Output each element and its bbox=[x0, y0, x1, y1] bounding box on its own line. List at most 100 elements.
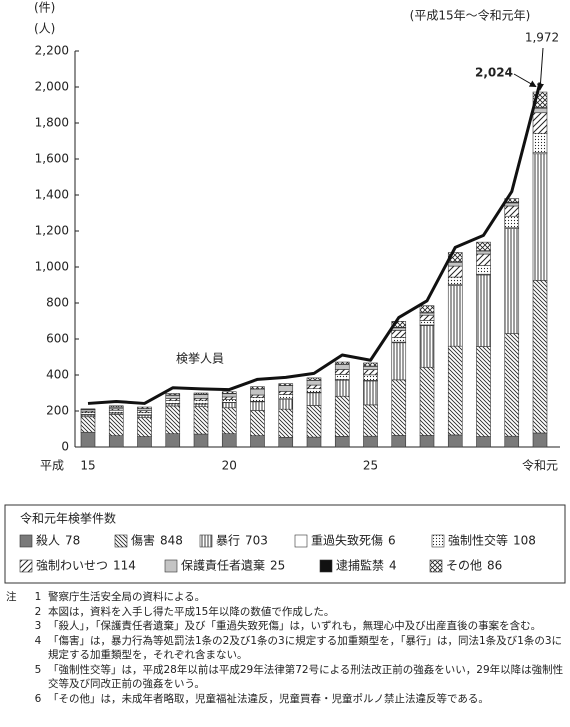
bar-segment bbox=[278, 394, 294, 400]
bar-segment bbox=[80, 416, 96, 433]
bar-segment bbox=[278, 398, 294, 410]
bar-segment bbox=[363, 362, 378, 367]
bar-segment bbox=[193, 406, 209, 435]
bar-segment bbox=[476, 346, 491, 437]
bar-segment bbox=[137, 411, 152, 416]
bar-segment bbox=[334, 364, 350, 370]
bar-segment bbox=[447, 265, 463, 278]
bar-segment bbox=[532, 112, 548, 134]
spacer bbox=[6, 692, 28, 707]
bar-segment bbox=[250, 397, 265, 402]
note: 2 本図は，資料を入手し得た平成15年以降の数値で作成した。 bbox=[6, 605, 564, 620]
legend-swatch bbox=[164, 559, 178, 573]
bar-segment bbox=[532, 153, 548, 281]
bar-segment bbox=[221, 407, 237, 434]
bar-segment bbox=[137, 417, 152, 437]
bar-segment bbox=[391, 321, 407, 328]
bar-segment bbox=[250, 410, 265, 436]
note-text: 本図は，資料を入手し得た平成15年以降の数値で作成した。 bbox=[48, 605, 335, 618]
bar-segment bbox=[108, 435, 124, 448]
unit-label: (人) bbox=[34, 22, 55, 36]
legend-value: 108 bbox=[513, 534, 536, 548]
legend-value: 703 bbox=[245, 534, 268, 548]
y-tick-label: 1,000 bbox=[35, 260, 69, 274]
legend-swatch bbox=[319, 559, 333, 573]
period-label: (平成15年〜令和元年) bbox=[410, 8, 531, 23]
bar-segment bbox=[165, 405, 181, 434]
bar-segment bbox=[391, 435, 407, 448]
line-value-label: 2,024 bbox=[475, 66, 513, 80]
notes-label: 注 bbox=[6, 591, 17, 603]
y-tick-label: 1,200 bbox=[35, 224, 69, 238]
bar-segment bbox=[504, 205, 520, 217]
bar-segment bbox=[137, 406, 152, 409]
note-text: 「強制性交等」は，平成28年以前は平成29年法律第72号による刑法改正前の強姦を… bbox=[48, 663, 564, 691]
spacer bbox=[6, 605, 28, 620]
bar-segment bbox=[250, 388, 265, 396]
legend-value: 86 bbox=[487, 559, 502, 573]
bar-segment bbox=[419, 320, 435, 326]
bar-segment bbox=[532, 280, 548, 434]
bar-segment bbox=[306, 384, 322, 389]
legend-label: 逮捕監禁 bbox=[336, 558, 384, 573]
bar-segment bbox=[306, 380, 322, 386]
bar-segment bbox=[80, 408, 96, 410]
legend-swatch bbox=[431, 534, 445, 548]
bar-segment bbox=[363, 366, 378, 370]
bar-segment bbox=[419, 366, 435, 436]
legend-value: 6 bbox=[388, 534, 396, 548]
bar-segment bbox=[476, 250, 491, 255]
bar-segment bbox=[278, 408, 294, 438]
legend-title: 令和元年検挙件数 bbox=[20, 511, 116, 526]
bar-segment bbox=[306, 377, 322, 381]
bar-segment bbox=[334, 436, 350, 448]
legend-label: 保護責任者遺棄 bbox=[181, 558, 265, 573]
legend-value: 114 bbox=[113, 559, 136, 573]
bar-segment bbox=[165, 395, 181, 399]
bar-segment bbox=[193, 399, 209, 404]
bar-segment bbox=[137, 436, 152, 448]
chart: (件) (人) (平成15年〜令和元年) 平成 令和元年検挙件数 0 200 400… bbox=[4, 1, 566, 584]
bar-segment bbox=[221, 433, 237, 448]
bar-segment bbox=[137, 408, 152, 411]
bar-segment bbox=[221, 402, 237, 409]
note: 3 「殺人」，「保護責任者遺棄」及び「重過失致死傷」は，いずれも，無理心中及び出産… bbox=[6, 619, 564, 634]
bar-segment bbox=[334, 395, 350, 437]
bar-segment bbox=[532, 132, 548, 153]
x-tick-label: 20 bbox=[222, 459, 237, 473]
bar-segment bbox=[221, 393, 237, 398]
legend-swatch bbox=[19, 559, 33, 573]
bar-segment bbox=[165, 400, 181, 404]
legend-swatch bbox=[294, 534, 308, 548]
y-tick-label: 2,000 bbox=[35, 80, 69, 94]
bar-segment bbox=[363, 374, 378, 381]
x-tick-label: 15 bbox=[80, 459, 95, 473]
bar-segment bbox=[137, 415, 152, 418]
bar-segment bbox=[363, 380, 378, 406]
bar-segment bbox=[306, 392, 322, 406]
y-tick-label: 800 bbox=[46, 296, 69, 310]
bar-segment bbox=[193, 394, 209, 399]
bar-segment bbox=[447, 276, 463, 285]
bar-segment bbox=[419, 435, 435, 448]
bar-segment bbox=[363, 369, 378, 376]
note-text: 「殺人」，「保護責任者遺棄」及び「重過失致死傷」は，いずれも，無理心中及び出産直… bbox=[48, 620, 542, 632]
bar-segment bbox=[419, 325, 435, 368]
legend-label: 殺人 bbox=[36, 534, 60, 548]
note-text: 警察庁生活安全局の資料による。 bbox=[48, 591, 206, 603]
bar-segment bbox=[476, 265, 491, 275]
spacer bbox=[6, 634, 28, 663]
legend-value: 4 bbox=[389, 559, 397, 573]
bar-segment bbox=[80, 431, 96, 448]
note: 注 1 警察庁生活安全局の資料による。 bbox=[6, 590, 564, 605]
bar-segment bbox=[334, 369, 350, 375]
y-tick-label: 2,200 bbox=[35, 44, 69, 58]
y-tick-label: 1,800 bbox=[35, 116, 69, 130]
x-tick-label: 25 bbox=[363, 459, 378, 473]
legend-label: その他 bbox=[446, 559, 482, 573]
note: 4 「傷害」は，暴力行為等処罰法1条の2及び1条の3に規定する加重類型を，「暴行」… bbox=[6, 634, 564, 663]
bar-segment bbox=[221, 396, 237, 400]
bar-segment bbox=[306, 436, 322, 448]
note-number: 1 bbox=[34, 591, 42, 603]
bar-segment bbox=[165, 403, 181, 407]
